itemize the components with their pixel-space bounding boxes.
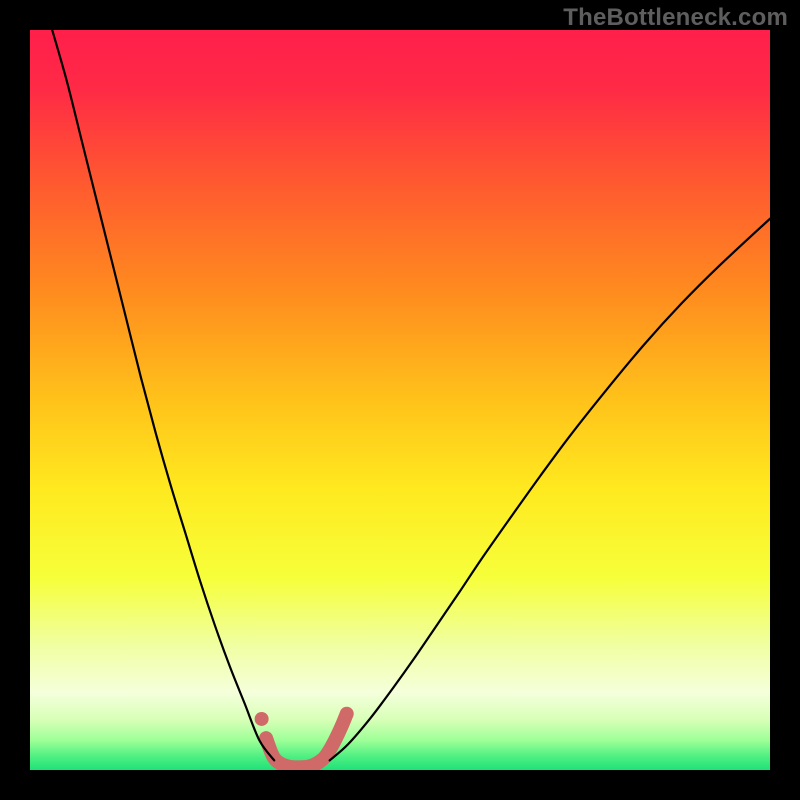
chart-stage: TheBottleneck.com xyxy=(0,0,800,800)
watermark-text: TheBottleneck.com xyxy=(563,4,788,32)
bottleneck-highlight-dot xyxy=(255,712,269,726)
bottleneck-chart-svg xyxy=(0,0,800,800)
plot-background xyxy=(30,30,770,770)
